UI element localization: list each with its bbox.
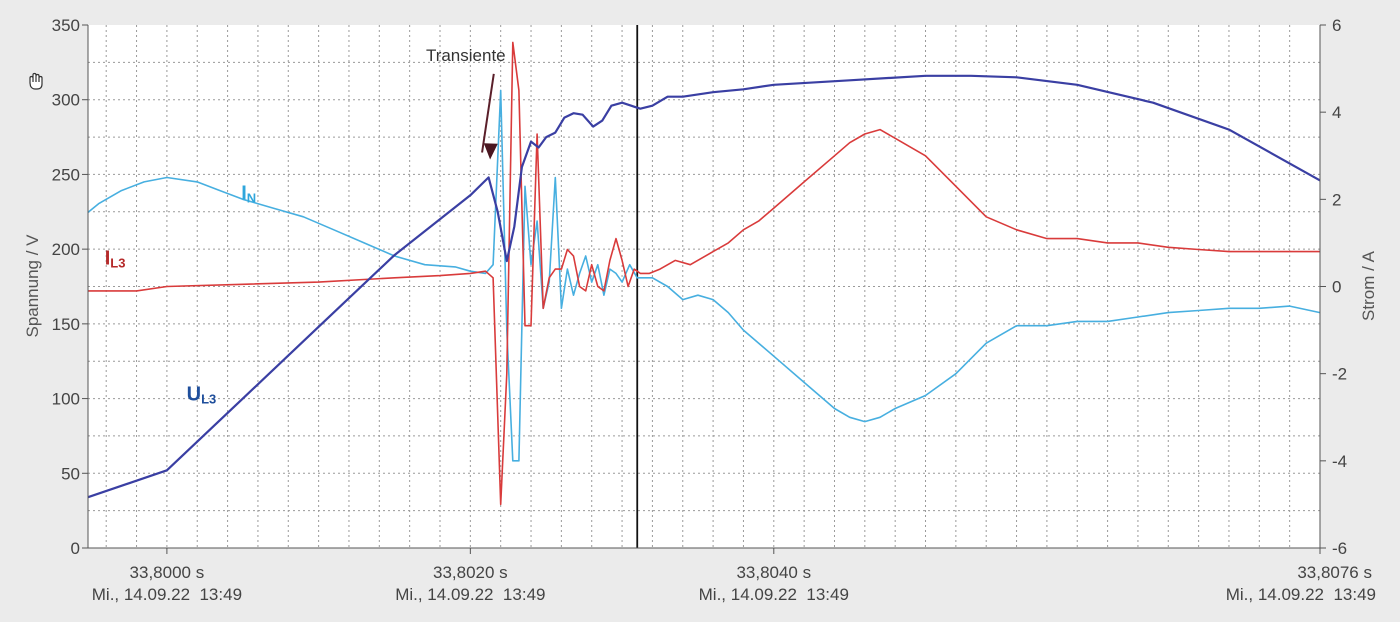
x-tick-label-date: Mi., 14.09.22 13:49 [395,585,545,604]
y-axis-title-left: Spannung / V [23,234,42,338]
series-label-u-l3: UL3 [187,384,217,407]
series-line-u-l3 [87,74,1321,499]
y-tick-label-left: 200 [52,240,80,259]
series-line-i-l3 [88,41,1320,506]
x-tick-label-date: Mi., 14.09.22 13:49 [699,585,849,604]
y-tick-label-left: 300 [52,91,80,110]
series-label-sub: N [247,190,256,205]
y-tick-label-left: 100 [52,390,80,409]
y-tick-label-right: 0 [1332,278,1341,297]
annotation-arrow-head [483,143,498,160]
series-label-i-n: IN [241,182,256,205]
y-tick-label-left: 250 [52,165,80,184]
y-tick-label-right: 6 [1332,16,1341,35]
x-tick-label-time: 33,8076 s [1297,563,1372,582]
y-tick-label-right: 4 [1332,103,1341,122]
series-label-main: U [187,384,201,406]
y-tick-label-left: 150 [52,315,80,334]
x-tick-label-time: 33,8040 s [736,563,811,582]
y-tick-label-right: -6 [1332,539,1347,558]
y-tick-label-right: -2 [1332,365,1347,384]
grid [88,25,1320,548]
y-tick-label-left: 0 [71,539,80,558]
ticks: 0 50 100 150 200 250 300 350 -6 -4 -2 0 2 4 6 33,8000 s… [52,16,1376,604]
annotation-arrow-line [481,73,495,153]
y-tick-label-left: 350 [52,16,80,35]
series-label-sub: L3 [201,392,216,407]
x-tick-label-date: Mi., 14.09.22 13:49 [92,585,242,604]
series-line-i-n [87,89,1321,462]
series-label-sub: L3 [110,256,125,271]
annotation-label: Transiente [426,46,506,65]
y-tick-label-right: -4 [1332,452,1347,471]
x-tick-label-time: 33,8020 s [433,563,508,582]
x-tick-label-date: Mi., 14.09.22 13:49 [1226,585,1376,604]
series-layer [87,41,1321,506]
series-label-main: I [241,182,247,204]
y-tick-label-left: 50 [61,464,80,483]
hand-icon[interactable] [29,72,43,90]
y-axis-title-right: Strom / A [1359,250,1378,321]
series-label-i-l3: IL3 [105,248,126,271]
y-tick-label-right: 2 [1332,190,1341,209]
series-label-main: I [105,248,111,270]
x-tick-label-time: 33,8000 s [130,563,205,582]
